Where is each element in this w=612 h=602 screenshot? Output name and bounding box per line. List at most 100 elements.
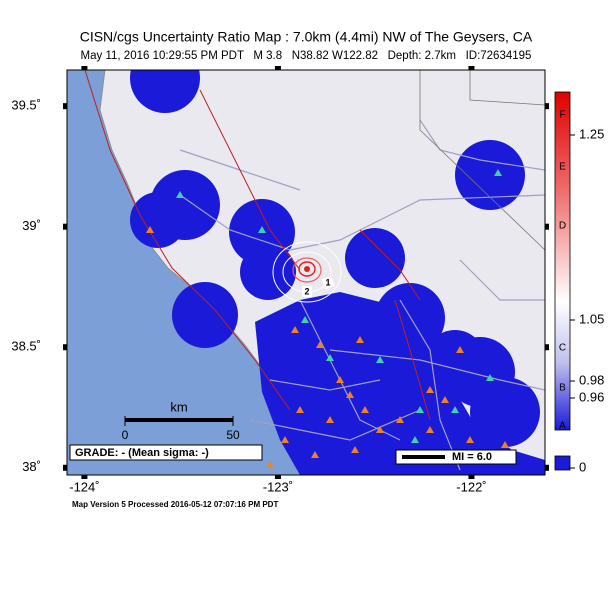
contour-label: 2 [304, 286, 309, 296]
scale-start: 0 [122, 428, 129, 442]
colorbar-tick-label: 1.05 [579, 311, 604, 326]
station-intensity [426, 386, 434, 393]
station-intensity [296, 406, 304, 413]
colorbar-letter: F [559, 110, 565, 121]
lon-tick [468, 66, 475, 70]
road [179, 194, 545, 251]
uncertainty-region [255, 292, 545, 475]
station-intensity [291, 326, 299, 333]
frame-ticks [63, 66, 549, 479]
lat-tick [63, 223, 67, 230]
scale-end: 50 [226, 428, 240, 442]
fault [199, 89, 301, 271]
boundary [469, 70, 545, 106]
footer: Map Version 5 Processed 2016-05-12 07:07… [72, 500, 278, 509]
map-frame [66, 69, 546, 476]
station-intensity [456, 346, 464, 353]
station-seismic [451, 406, 459, 413]
colorbar-labels: F E D C B A 1.25 1.05 0.98 0.96 0 [559, 110, 604, 475]
lon-tick [468, 475, 475, 479]
station-seismic [301, 316, 309, 323]
lon-label: -123˚ [263, 479, 293, 494]
station-seismic [416, 406, 424, 413]
colorbar-tick-label: 0.96 [579, 389, 604, 404]
station-intensity [441, 396, 449, 403]
station-seismic [258, 226, 266, 233]
colorbar-letter: A [559, 421, 566, 432]
road [399, 299, 461, 471]
road [249, 409, 421, 441]
station-seismic [326, 354, 334, 361]
colorbar-tick-label: 0 [579, 459, 586, 474]
lat-label: 38˚ [22, 459, 41, 474]
station-intensity [326, 416, 334, 423]
uncertainty-blob [130, 70, 200, 113]
uncertainty-blob [455, 140, 525, 210]
uncertainty-blob [150, 170, 220, 240]
faults [84, 70, 431, 421]
road [419, 119, 545, 171]
uncertainty-regions [130, 70, 545, 475]
colorbar-letter: B [559, 383, 566, 394]
lon-tick [81, 66, 88, 70]
lon-label: -122˚ [456, 479, 486, 494]
contour-label-box [302, 286, 312, 297]
fault [394, 299, 431, 421]
mi-legend: MI = 6.0 [452, 451, 492, 463]
stations [146, 169, 509, 468]
scale-bar: km 0 50 [122, 399, 240, 442]
title: CISN/cgs Uncertainty Ratio Map : 7.0km (… [80, 29, 533, 45]
colorbar-tick-label: 1.25 [579, 126, 604, 141]
lat-tick [63, 464, 67, 471]
uncertainty-blob [345, 228, 405, 288]
road [459, 259, 545, 301]
colorbar-tick-label: 0.98 [579, 372, 604, 387]
station-intensity [356, 336, 364, 343]
uncertainty-blob [470, 377, 540, 447]
subtitle: May 11, 2016 10:29:55 PM PDT M 3.8 N38.8… [81, 50, 532, 62]
colorbar-letter: D [559, 221, 566, 232]
station-intensity [281, 436, 289, 443]
lat-tick [545, 223, 549, 230]
lat-tick [545, 344, 549, 351]
station-seismic [486, 374, 494, 381]
lat-label: 39˚ [22, 218, 41, 233]
lat-label: 38.5˚ [11, 339, 41, 354]
station-intensity [346, 391, 354, 398]
station-intensity [361, 406, 369, 413]
station-intensity [376, 426, 384, 433]
station-intensity [466, 436, 474, 443]
station-intensity [311, 451, 319, 458]
station-seismic [411, 436, 419, 443]
fault [84, 70, 291, 411]
station-seismic [376, 356, 384, 363]
station-seismic [176, 191, 184, 198]
lon-tick [81, 475, 88, 479]
station-intensity [146, 226, 154, 233]
colorbar-letter: C [559, 343, 566, 354]
station-intensity [351, 446, 359, 453]
grade: GRADE: - (Mean sigma: -) [75, 447, 209, 459]
station-intensity [396, 416, 404, 423]
uncertainty-blob [172, 282, 238, 348]
grade-box [69, 444, 263, 461]
colorbar-letter: E [559, 162, 566, 173]
lat-tick [63, 344, 67, 351]
contour-label-box [321, 275, 335, 290]
fault [359, 229, 421, 301]
epicenter-contours [272, 241, 342, 303]
station-seismic [494, 169, 502, 176]
lon-tick [274, 66, 281, 70]
station-intensity [426, 426, 434, 433]
map-area: 2 1 [67, 70, 545, 475]
uncertainty-blob [240, 244, 296, 300]
contour-label: 1 [325, 277, 330, 287]
lat-tick [63, 103, 67, 110]
lat-tick [545, 103, 549, 110]
lat-tick [545, 464, 549, 471]
roads [179, 70, 545, 471]
scale-unit: km [170, 399, 187, 414]
lon-label: -124˚ [69, 479, 99, 494]
lon-tick [274, 475, 281, 479]
boundary [419, 70, 545, 251]
